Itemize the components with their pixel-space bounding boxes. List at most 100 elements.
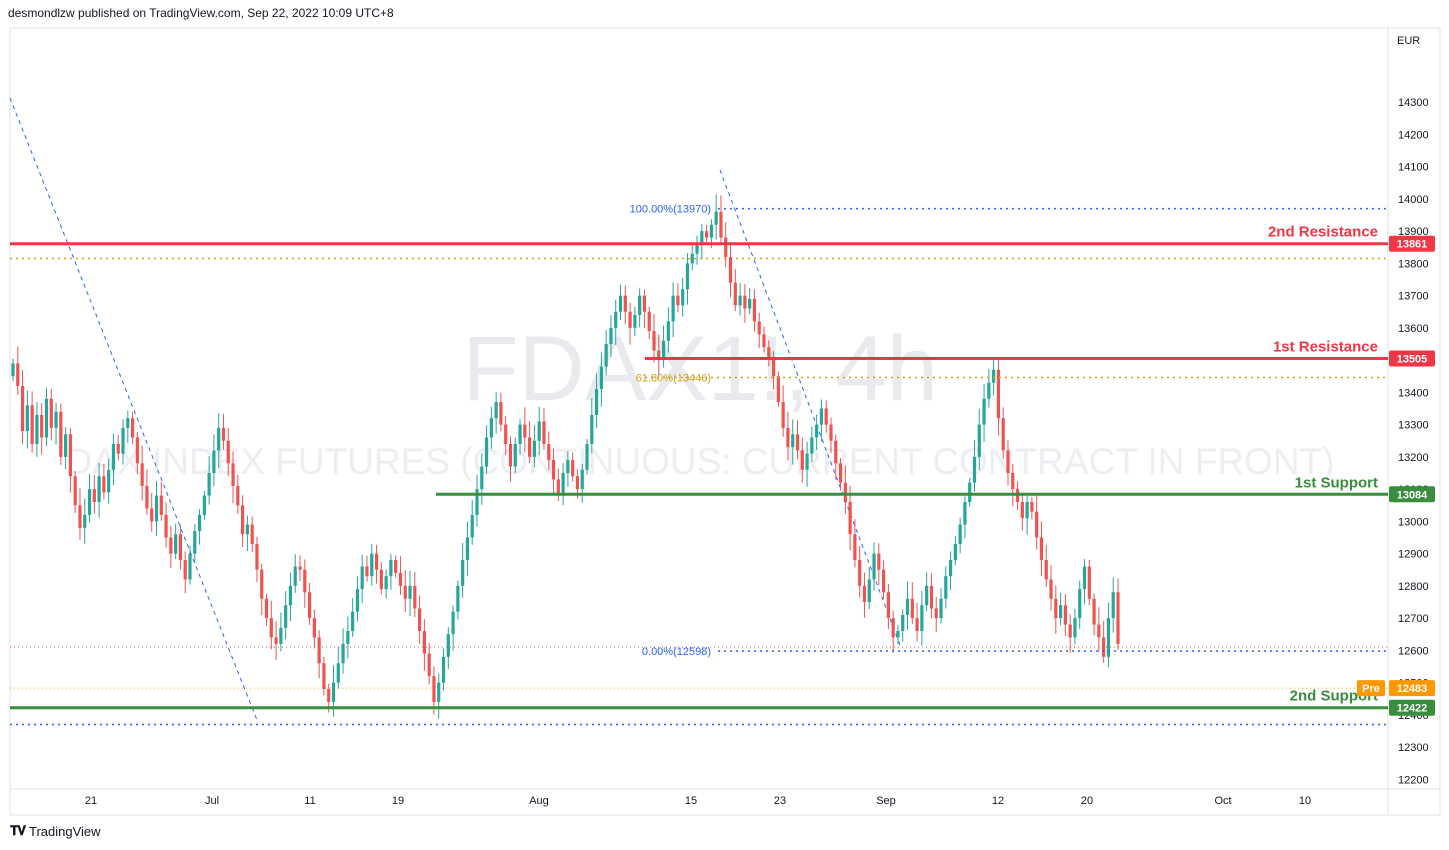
candle	[848, 485, 852, 551]
candle	[451, 605, 455, 651]
candle	[461, 542, 465, 598]
candle	[336, 646, 340, 689]
candle	[891, 610, 895, 653]
candle	[317, 630, 321, 679]
candle	[64, 427, 68, 470]
candle	[800, 437, 804, 483]
candle	[49, 388, 53, 441]
footer-brand-label: TradingView	[29, 823, 101, 839]
y-tick-label: 14300	[1398, 97, 1429, 109]
candle	[159, 482, 163, 521]
candle	[351, 598, 355, 637]
candle	[508, 436, 513, 482]
y-tick-label: 12900	[1398, 549, 1429, 561]
candle	[40, 403, 44, 455]
candle	[752, 289, 757, 332]
candle	[571, 452, 575, 482]
level-label: 1st Resistance	[1273, 339, 1378, 356]
candle	[963, 496, 967, 539]
candle	[470, 499, 474, 545]
candle	[73, 471, 77, 513]
candle	[934, 596, 938, 633]
candle	[494, 391, 498, 434]
candle	[355, 576, 360, 622]
candle	[1011, 463, 1015, 506]
candle	[1058, 592, 1063, 626]
candle	[183, 551, 187, 594]
candle	[370, 543, 374, 586]
candle	[523, 407, 527, 453]
price-tag: 13861	[1389, 235, 1435, 252]
candle	[896, 624, 900, 644]
candle	[905, 581, 910, 630]
candle	[604, 330, 608, 376]
candle	[901, 609, 905, 642]
candle	[303, 559, 307, 608]
level-label: 2nd Support	[1290, 688, 1378, 705]
candle	[767, 340, 771, 367]
candle	[996, 357, 1001, 436]
candle	[456, 580, 460, 620]
candle	[1106, 602, 1111, 668]
y-tick-label: 13000	[1398, 516, 1429, 528]
candle	[475, 474, 479, 527]
footer-brand[interactable]: 𝐓𝐕 TradingView	[10, 823, 101, 839]
candle	[394, 555, 398, 578]
candle	[1082, 559, 1087, 605]
candle	[150, 492, 154, 532]
candle	[824, 400, 828, 433]
candle	[54, 402, 58, 445]
candle	[929, 573, 934, 619]
candle	[178, 524, 183, 570]
svg-text:Pre: Pre	[1362, 683, 1380, 695]
candle	[867, 567, 871, 610]
candle	[360, 554, 364, 604]
x-tick-label: 10	[1299, 795, 1311, 807]
candle	[948, 551, 953, 591]
candle	[441, 648, 446, 691]
candle	[585, 439, 589, 475]
candle	[365, 555, 369, 582]
candle	[274, 621, 278, 661]
watermark-symbol: FDAX1!, 4h	[462, 318, 938, 420]
candle	[542, 407, 546, 450]
candle	[288, 572, 293, 621]
candle	[260, 563, 264, 616]
candle	[130, 411, 135, 444]
candle	[872, 542, 876, 591]
candle	[719, 195, 723, 244]
candle	[690, 244, 694, 271]
candle	[590, 398, 594, 453]
candle	[661, 325, 666, 368]
candle	[197, 509, 202, 545]
candle	[221, 413, 226, 450]
candle	[78, 488, 82, 540]
candle	[1063, 593, 1067, 636]
candle	[30, 391, 34, 453]
candle	[599, 351, 603, 407]
candle	[1078, 580, 1082, 630]
candle	[284, 591, 288, 640]
y-tick-label: 12300	[1398, 742, 1429, 754]
candle	[642, 289, 647, 329]
candle	[944, 566, 948, 609]
candle	[982, 383, 986, 443]
candle	[231, 451, 235, 503]
candle	[116, 434, 120, 461]
candle	[1049, 565, 1053, 611]
x-tick-label: Aug	[529, 795, 549, 807]
y-tick-label: 13400	[1398, 387, 1429, 399]
candle	[126, 410, 130, 444]
candle	[762, 326, 766, 353]
publish-header: desmondlzw published on TradingView.com,…	[8, 6, 394, 20]
candle	[728, 242, 733, 298]
candle	[489, 406, 493, 449]
candle	[561, 463, 565, 506]
y-tick-label: 12800	[1398, 581, 1429, 593]
x-tick-label: 20	[1081, 795, 1093, 807]
candle	[882, 560, 886, 600]
x-tick-label: 21	[85, 795, 97, 807]
candle	[484, 425, 489, 474]
level-label: 1st Support	[1295, 474, 1378, 491]
